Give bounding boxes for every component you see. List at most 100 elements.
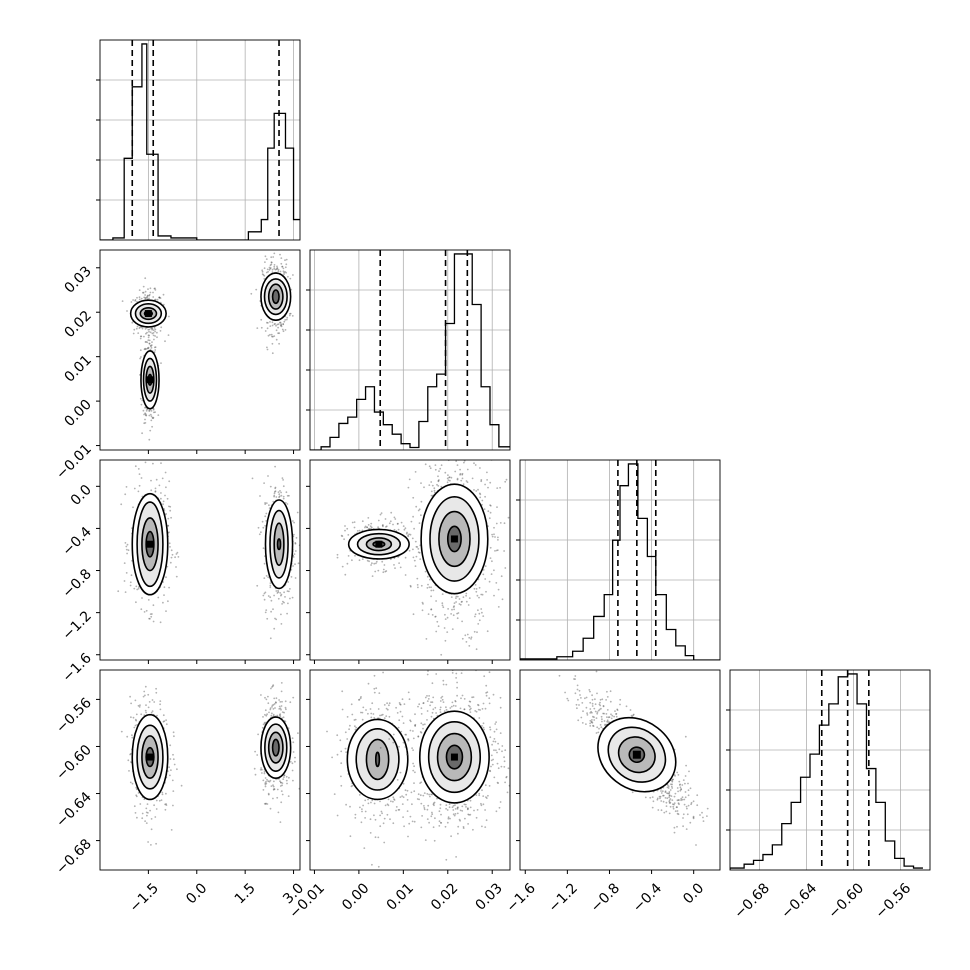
sample-point xyxy=(412,730,414,732)
sample-point xyxy=(420,584,423,587)
sample-point xyxy=(484,565,487,567)
sample-point xyxy=(420,482,422,484)
sample-point xyxy=(270,785,273,787)
sample-point xyxy=(407,691,410,694)
sample-point xyxy=(272,256,275,258)
sample-point xyxy=(282,716,285,719)
sample-point xyxy=(269,267,272,270)
sample-point xyxy=(283,601,285,604)
sample-point xyxy=(285,779,288,782)
sample-point xyxy=(497,606,500,608)
sample-point xyxy=(399,703,401,706)
sample-point xyxy=(443,433,445,435)
sample-point xyxy=(165,576,167,579)
sample-point xyxy=(345,803,347,806)
sample-point xyxy=(120,503,123,506)
sample-point xyxy=(159,708,162,711)
sample-point xyxy=(274,486,277,489)
sample-point xyxy=(144,413,147,416)
sample-point xyxy=(379,800,381,803)
sample-point xyxy=(385,715,388,717)
sample-point xyxy=(150,419,153,422)
sample-point xyxy=(137,468,140,470)
sample-point xyxy=(135,794,138,797)
sample-point xyxy=(367,517,370,519)
sample-point xyxy=(404,527,407,530)
sample-point xyxy=(273,697,276,700)
sample-point xyxy=(284,329,287,331)
sample-point xyxy=(162,293,165,296)
sample-point xyxy=(279,321,281,324)
sample-point xyxy=(159,621,162,624)
sample-point xyxy=(138,289,141,291)
sample-point xyxy=(290,576,293,578)
sample-point xyxy=(261,269,264,272)
sample-point xyxy=(381,713,384,716)
sample-point xyxy=(281,265,284,268)
sample-point xyxy=(275,329,278,332)
sample-point xyxy=(264,503,267,505)
sample-point xyxy=(266,713,268,716)
sample-point xyxy=(286,590,289,592)
sample-point xyxy=(442,606,445,609)
sample-point xyxy=(468,636,471,639)
sample-point xyxy=(152,332,155,334)
sample-point xyxy=(457,612,460,614)
sample-point xyxy=(361,810,363,813)
sample-point xyxy=(154,816,157,818)
sample-point xyxy=(130,761,132,763)
sample-point xyxy=(281,265,284,268)
sample-point xyxy=(478,792,481,795)
sample-point xyxy=(148,342,151,345)
sample-point xyxy=(161,791,164,794)
sample-point xyxy=(427,613,430,615)
sample-point xyxy=(145,409,148,412)
sample-point xyxy=(279,253,281,256)
sample-point xyxy=(350,703,353,706)
sample-point xyxy=(130,654,132,656)
sample-point xyxy=(162,720,165,723)
sample-point xyxy=(279,707,282,710)
sample-point xyxy=(277,270,280,273)
density-cluster xyxy=(399,433,510,656)
sample-point xyxy=(144,297,147,300)
sample-point xyxy=(265,609,268,611)
sample-point xyxy=(279,321,282,324)
sample-point xyxy=(480,593,483,596)
sample-point xyxy=(454,470,457,473)
sample-point xyxy=(279,780,281,783)
sample-point xyxy=(265,802,267,805)
sample-point xyxy=(294,760,296,763)
sample-point xyxy=(168,315,170,318)
sample-point xyxy=(272,684,275,686)
sample-point xyxy=(143,611,146,613)
sample-point xyxy=(361,558,364,560)
sample-point xyxy=(496,549,499,551)
contour-level xyxy=(271,289,280,305)
sample-point xyxy=(146,296,148,298)
sample-point xyxy=(280,262,283,265)
sample-point xyxy=(140,297,143,300)
sample-point xyxy=(392,822,395,825)
sample-point xyxy=(380,810,383,813)
sample-point xyxy=(429,578,431,581)
sample-point xyxy=(147,706,150,709)
histogram-steps xyxy=(730,673,923,870)
sample-point xyxy=(360,696,362,698)
sample-point xyxy=(150,327,153,330)
sample-point xyxy=(132,506,134,509)
sample-point xyxy=(278,714,281,716)
sample-point xyxy=(481,611,483,614)
panel-frame xyxy=(519,459,721,661)
panel-frame xyxy=(99,669,301,871)
sample-point xyxy=(148,438,151,441)
sample-point xyxy=(283,273,285,276)
sample-point xyxy=(277,589,279,592)
sample-point xyxy=(414,771,416,774)
sample-point xyxy=(155,808,158,810)
sample-point xyxy=(264,782,267,784)
sample-point xyxy=(388,522,391,525)
sample-point xyxy=(400,521,403,524)
sample-point xyxy=(414,471,417,473)
sample-point xyxy=(459,473,461,476)
